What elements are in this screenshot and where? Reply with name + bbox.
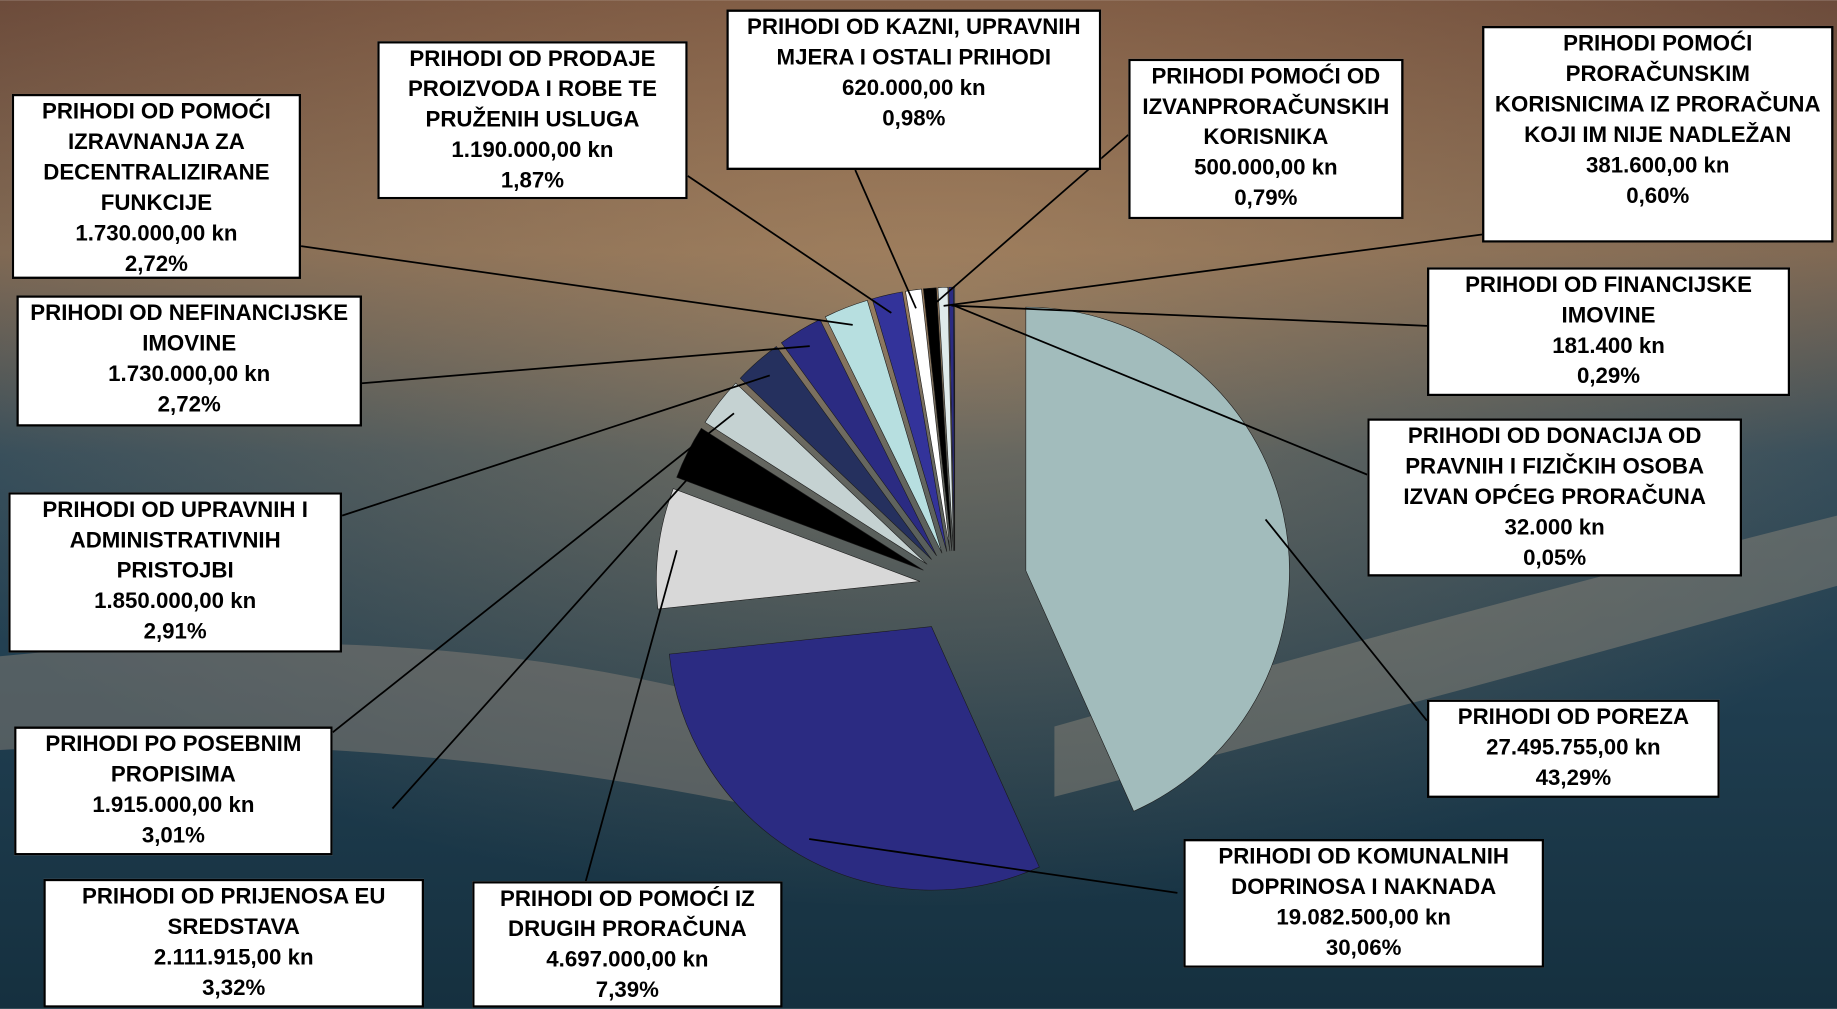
label-percent: 0,05% — [1523, 546, 1587, 571]
leader-line — [391, 459, 705, 810]
label-category: PRIHODI POMOĆI OD IZVANPRORAČUNSKIH KORI… — [1142, 64, 1390, 151]
leader-line — [332, 412, 735, 734]
leader-line — [951, 304, 1427, 327]
pie-slice — [937, 286, 954, 551]
label-category: PRIHODI OD NEFINANCIJSKE IMOVINE — [30, 301, 349, 357]
pier — [1054, 515, 1837, 797]
data-label: PRIHODI OD POMOĆI IZ DRUGIH PRORAČUNA 4.6… — [472, 881, 783, 1008]
label-percent: 43,29% — [1535, 766, 1612, 791]
label-percent: 2,72% — [124, 252, 188, 277]
label-percent: 0,98% — [882, 106, 946, 132]
label-category: PRIHODI OD POREZA — [1457, 705, 1690, 731]
label-amount: 381.600,00 kn — [1585, 153, 1730, 179]
pie-slice — [1025, 306, 1290, 812]
leader-line — [361, 345, 810, 385]
label-amount: 19.082.500,00 kn — [1276, 905, 1451, 931]
label-amount: 32.000 kn — [1504, 515, 1605, 541]
label-category: PRIHODI OD POMOĆI IZ DRUGIH PRORAČUNA — [499, 887, 755, 943]
label-percent: 2,72% — [157, 392, 221, 418]
leader-line — [341, 374, 771, 517]
pie-slice — [824, 300, 943, 554]
pie-slice — [704, 382, 928, 565]
label-category: PRIHODI OD FINANCIJSKE IMOVINE — [1465, 273, 1753, 329]
label-percent: 3,01% — [141, 823, 205, 849]
label-category: PRIHODI OD PRIJENOSA EU SREDSTAVA — [81, 884, 386, 940]
label-percent: 7,39% — [595, 978, 659, 1003]
pie-slice — [668, 626, 1040, 891]
label-amount: 620.000,00 kn — [842, 76, 986, 101]
label-box: PRIHODI OD NEFINANCIJSKE IMOVINE 1.730.00… — [16, 295, 363, 427]
label-box: PRIHODI OD PRODAJE PROIZVODA I ROBE TE P… — [377, 41, 688, 200]
data-label: PRIHODI OD PRODAJE PROIZVODA I ROBE TE P… — [377, 41, 688, 200]
leader-line — [300, 245, 853, 326]
leader-line — [809, 838, 1178, 894]
label-amount: 1.915.000,00 kn — [92, 793, 255, 818]
label-box: PRIHODI OD KAZNI, UPRAVNIH MJERA I OSTAL… — [726, 9, 1102, 171]
pie-slice — [656, 488, 921, 610]
data-label: PRIHODI OD POMOĆI IZRAVNANJA ZA DECENTRA… — [11, 93, 302, 279]
label-category: PRIHODI PO POSEBNIM PROPISIMA — [45, 732, 302, 788]
data-label: PRIHODI POMOĆI OD IZVANPRORAČUNSKIH KORI… — [1128, 58, 1404, 220]
label-amount: 500.000,00 kn — [1194, 155, 1338, 181]
label-amount: 1.730.000,00 kn — [108, 362, 271, 387]
label-category: PRIHODI OD POMOĆI IZRAVNANJA ZA DECENTRA… — [41, 99, 271, 216]
label-box: PRIHODI OD PRIJENOSA EU SREDSTAVA 2.111.9… — [43, 878, 425, 1008]
label-box: PRIHODI PO POSEBNIM PROPISIMA 1.915.000,0… — [14, 726, 333, 856]
data-label: PRIHODI OD FINANCIJSKE IMOVINE 181.400 kn… — [1426, 267, 1791, 397]
label-category: PRIHODI OD DONACIJA OD PRAVNIH I FIZIČKI… — [1403, 424, 1706, 510]
label-category: PRIHODI OD KAZNI, UPRAVNIH MJERA I OSTAL… — [747, 15, 1081, 71]
label-amount: 4.697.000,00 kn — [546, 947, 709, 973]
label-percent: 30,06% — [1325, 936, 1402, 961]
data-label: PRIHODI OD KOMUNALNIH DOPRINOSA I NAKNAD… — [1183, 838, 1545, 968]
data-label: PRIHODI OD UPRAVNIH I ADMINISTRATIVNIH P… — [8, 492, 343, 653]
data-label: PRIHODI OD KAZNI, UPRAVNIH MJERA I OSTAL… — [726, 9, 1102, 171]
pie-slice — [905, 288, 951, 552]
pie-slice — [739, 346, 932, 560]
label-percent: 0,60% — [1626, 184, 1690, 209]
leader-line — [954, 304, 1368, 476]
label-box: PRIHODI OD FINANCIJSKE IMOVINE 181.400 kn… — [1426, 267, 1791, 397]
label-category: PRIHODI OD PRODAJE PROIZVODA I ROBE TE P… — [407, 47, 657, 133]
label-box: PRIHODI OD POREZA 27.495.755,00 kn 43,29% — [1426, 699, 1720, 798]
label-percent: 0,29% — [1576, 364, 1641, 390]
label-category: PRIHODI OD KOMUNALNIH DOPRINOSA I NAKNAD… — [1218, 844, 1510, 900]
label-percent: 0,79% — [1234, 186, 1298, 212]
label-category: PRIHODI POMOĆI PRORAČUNSKIM KORISNICIMA … — [1494, 31, 1821, 148]
label-amount: 2.111.915,00 kn — [153, 945, 314, 971]
leader-line — [584, 550, 678, 882]
leader-line — [854, 169, 917, 309]
data-label: PRIHODI OD POREZA 27.495.755,00 kn 43,29% — [1426, 699, 1720, 798]
data-label: PRIHODI OD DONACIJA OD PRAVNIH I FIZIČKI… — [1367, 418, 1743, 577]
label-box: PRIHODI OD KOMUNALNIH DOPRINOSA I NAKNAD… — [1183, 838, 1545, 968]
label-percent: 1,87% — [500, 168, 565, 194]
leader-line — [1264, 518, 1428, 722]
pie-slice — [871, 291, 948, 552]
pie-slice — [923, 287, 953, 551]
label-percent: 3,32% — [202, 976, 266, 1001]
label-amount: 1.730.000,00 kn — [75, 221, 238, 247]
label-box: PRIHODI OD DONACIJA OD PRAVNIH I FIZIČKI… — [1367, 418, 1743, 577]
data-label: PRIHODI OD NEFINANCIJSKE IMOVINE 1.730.00… — [16, 295, 363, 427]
label-amount: 1.850.000,00 kn — [94, 589, 257, 615]
data-label: PRIHODI PO POSEBNIM PROPISIMA 1.915.000,0… — [14, 726, 333, 856]
leader-line — [943, 233, 1483, 307]
leader-line — [687, 175, 892, 314]
data-label: PRIHODI OD PRIJENOSA EU SREDSTAVA 2.111.9… — [43, 878, 425, 1008]
label-amount: 181.400 kn — [1552, 334, 1665, 359]
label-amount: 27.495.755,00 kn — [1486, 735, 1661, 761]
label-box: PRIHODI OD UPRAVNIH I ADMINISTRATIVNIH P… — [8, 492, 343, 653]
label-amount: 1.190.000,00 kn — [451, 138, 614, 163]
data-label: PRIHODI POMOĆI PRORAČUNSKIM KORISNICIMA … — [1482, 25, 1834, 243]
label-box: PRIHODI POMOĆI OD IZVANPRORAČUNSKIH KORI… — [1128, 58, 1404, 220]
pie-slice — [676, 427, 924, 571]
label-box: PRIHODI OD POMOĆI IZRAVNANJA ZA DECENTRA… — [11, 93, 302, 279]
label-box: PRIHODI OD POMOĆI IZ DRUGIH PRORAČUNA 4.6… — [472, 881, 783, 1008]
label-box: PRIHODI POMOĆI PRORAČUNSKIM KORISNICIMA … — [1482, 25, 1834, 243]
label-percent: 2,91% — [143, 619, 207, 645]
label-category: PRIHODI OD UPRAVNIH I ADMINISTRATIVNIH P… — [42, 498, 308, 584]
